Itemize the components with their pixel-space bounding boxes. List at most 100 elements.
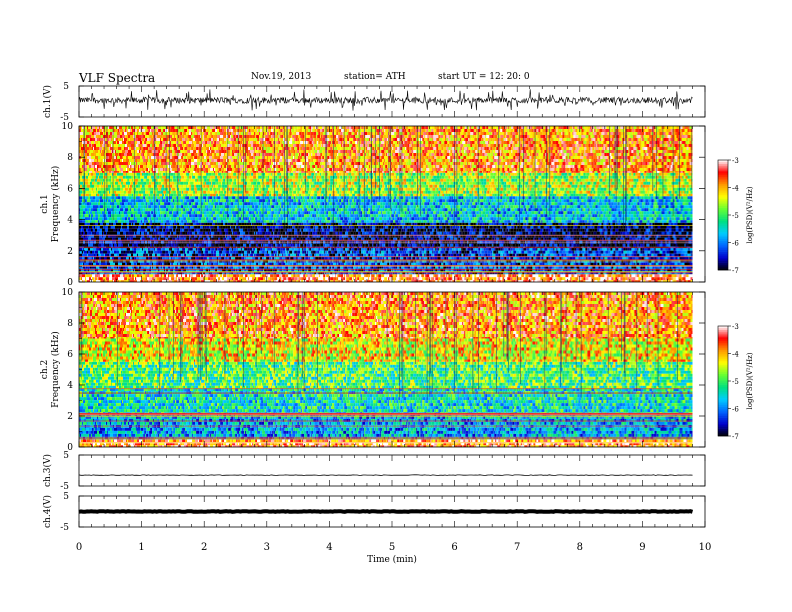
spectrogram-cell xyxy=(418,257,419,260)
spectrogram-cell xyxy=(584,269,587,272)
spectrogram-cell xyxy=(469,232,472,235)
spectrogram-cell xyxy=(446,277,448,280)
spectrogram-cell xyxy=(528,274,529,277)
spectrogram-cell xyxy=(631,248,632,251)
spectrogram-cell xyxy=(384,257,386,260)
spectrogram-cell xyxy=(453,254,456,257)
spectrogram-cell xyxy=(410,226,411,229)
spectrogram-cell xyxy=(89,277,91,280)
spectrogram-cell xyxy=(556,257,559,260)
spectrogram-cell xyxy=(424,269,425,272)
spectrogram-cell xyxy=(561,269,563,272)
spectrogram-cell xyxy=(220,277,222,280)
spectrogram-cell xyxy=(226,266,227,269)
spectrogram-cell xyxy=(563,274,565,277)
spectrogram-cell xyxy=(328,257,330,260)
spectrogram-cell xyxy=(518,229,521,232)
spectrogram-cell xyxy=(402,226,404,229)
spectrogram-cell xyxy=(483,248,484,251)
spectrogram-cell xyxy=(103,248,106,251)
spectrogram-cell xyxy=(152,266,153,269)
spectrogram-cell xyxy=(554,266,555,269)
spectrogram-cell xyxy=(585,226,587,229)
spectrogram-cell xyxy=(185,269,186,272)
spectrogram-cell xyxy=(454,251,455,254)
spectrogram-cell xyxy=(359,251,361,254)
spectrogram-cell xyxy=(128,232,130,235)
spectrogram-cell xyxy=(438,277,440,280)
spectrogram-cell xyxy=(158,269,159,272)
spectrogram-cell xyxy=(508,229,509,232)
spectrogram-cell xyxy=(679,269,681,272)
spectrogram-cell xyxy=(236,229,239,232)
spectrogram-cell xyxy=(300,229,301,232)
spectrogram-cell xyxy=(466,251,469,254)
spectrogram-cell xyxy=(555,266,558,269)
spectrogram-cell xyxy=(119,254,121,257)
spectrogram-cell xyxy=(498,254,500,257)
spectrogram-cell xyxy=(117,254,119,257)
spectrogram-cell xyxy=(169,257,171,260)
spectrogram-cell xyxy=(94,251,95,254)
spectrogram-cell xyxy=(510,248,511,251)
spectrogram-cell xyxy=(549,251,552,254)
spectrogram-cell xyxy=(457,269,458,272)
spectrogram-cell xyxy=(529,248,532,251)
spectrogram-cell xyxy=(123,274,125,277)
spectrogram-cell xyxy=(577,274,578,277)
spectrogram-cell xyxy=(308,274,310,277)
spectrogram-cell xyxy=(217,248,218,251)
spectrogram-cell xyxy=(656,269,658,272)
spectrogram-cell xyxy=(393,254,394,257)
spectrogram-cell xyxy=(198,274,200,277)
spectrogram-cell xyxy=(367,248,369,251)
spectrogram-cell xyxy=(316,254,319,257)
spectrogram-cell xyxy=(551,274,553,277)
spectrogram-cell xyxy=(384,277,387,280)
spectrogram-cell xyxy=(608,251,610,254)
spectrogram-cell xyxy=(353,232,355,235)
spectrogram-cell xyxy=(573,274,574,277)
spectrogram-cell xyxy=(116,254,117,257)
spectrogram-cell xyxy=(452,248,453,251)
spectrogram-cell xyxy=(378,232,379,235)
spectrogram-cell xyxy=(319,266,321,269)
spectrogram-cell xyxy=(467,254,468,257)
spectrogram-cell xyxy=(277,251,278,254)
spectrogram-cell xyxy=(539,229,540,232)
spectrogram-cell xyxy=(690,248,693,251)
spectrogram-cell xyxy=(604,266,607,269)
spectrogram-cell xyxy=(162,248,165,251)
spectrogram-cell xyxy=(477,266,478,269)
spectrogram-cell xyxy=(561,266,562,269)
spectrogram-cell xyxy=(576,229,578,232)
spectrogram-cell xyxy=(359,226,360,229)
spectrogram-cell xyxy=(203,226,204,229)
spectrogram-cell xyxy=(588,248,589,251)
spectrogram-cell xyxy=(472,277,473,280)
spectrogram-cell xyxy=(141,232,144,235)
spectrogram-cell xyxy=(411,266,412,269)
spectrogram-cell xyxy=(450,229,451,232)
spectrogram-cell xyxy=(393,226,394,229)
spectrogram-cell xyxy=(171,232,173,235)
spectrogram-cell xyxy=(454,266,455,269)
spectrogram-cell xyxy=(443,277,446,280)
spectrogram-cell xyxy=(344,257,345,260)
spectrogram-cell xyxy=(488,248,491,251)
spectrogram-cell xyxy=(459,251,461,254)
spectrogram-cell xyxy=(111,229,113,232)
spectrogram-cell xyxy=(542,248,544,251)
spectrogram-cell xyxy=(264,226,266,229)
spectrogram-cell xyxy=(187,226,189,229)
spectrogram-cell xyxy=(483,266,484,269)
spectrogram-cell xyxy=(644,257,646,260)
spectrogram-cell xyxy=(412,274,415,277)
spectrogram-cell xyxy=(285,248,286,251)
spectrogram-cell xyxy=(475,254,478,257)
spectrogram-cell xyxy=(398,229,401,232)
spectrogram-cell xyxy=(645,266,647,269)
spectrogram-cell xyxy=(396,277,399,280)
spectrogram-cell xyxy=(170,248,172,251)
spectrogram-cell xyxy=(251,251,254,254)
